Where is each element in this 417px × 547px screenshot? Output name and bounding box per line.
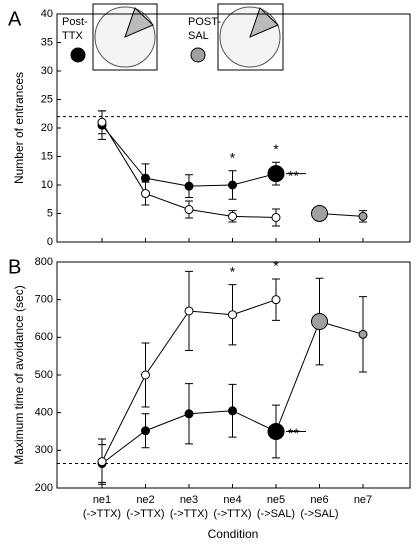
x-tick-label: ne6 xyxy=(310,494,328,506)
y-tick-label: 15 xyxy=(41,150,53,162)
y-tick-label: 200 xyxy=(35,482,53,494)
y-tick-label: 700 xyxy=(35,294,53,306)
data-point xyxy=(228,180,237,190)
legend-marker xyxy=(190,47,206,63)
legend-label: SAL xyxy=(188,30,209,42)
panel-label: A xyxy=(8,8,22,30)
x-tick-sublabel: (->TTX) xyxy=(126,508,164,520)
x-tick-label: ne4 xyxy=(223,494,241,506)
y-tick-label: 500 xyxy=(35,369,53,381)
y-tick-label: 20 xyxy=(41,122,53,134)
annotation: * xyxy=(273,141,279,157)
data-point xyxy=(358,329,368,339)
data-point xyxy=(141,173,150,183)
panel-label: B xyxy=(8,256,21,278)
inset-ttx xyxy=(92,3,158,71)
plot-frame xyxy=(56,261,411,489)
x-axis-label: Condition xyxy=(208,527,259,541)
y-axis-label: Maximum time of avoidance (sec) xyxy=(12,285,26,464)
y-tick-label: 40 xyxy=(41,8,53,20)
y-tick-label: 10 xyxy=(41,179,53,191)
x-tick-label: ne3 xyxy=(180,494,198,506)
y-tick-label: 400 xyxy=(35,407,53,419)
x-tick-sublabel: (->SAL) xyxy=(300,508,338,520)
y-tick-label: 35 xyxy=(41,36,53,48)
inset-sal xyxy=(217,3,284,71)
connector xyxy=(275,321,320,432)
legend-label: TTX xyxy=(62,30,83,42)
legend-label: Post- xyxy=(62,16,88,28)
y-tick-label: 5 xyxy=(47,207,53,219)
y-tick-label: 30 xyxy=(41,65,53,77)
x-tick-label: ne1 xyxy=(93,494,111,506)
data-point xyxy=(267,423,285,440)
y-tick-label: 0 xyxy=(47,236,53,248)
data-point xyxy=(311,205,328,222)
data-point xyxy=(311,313,328,331)
annotation: * xyxy=(230,149,236,165)
data-point xyxy=(267,165,285,183)
y-tick-label: 600 xyxy=(35,331,53,343)
x-tick-sublabel: (->SAL) xyxy=(257,508,295,520)
y-axis-label: Number of entrances xyxy=(12,72,26,184)
x-tick-label: ne7 xyxy=(354,494,372,506)
data-point xyxy=(271,212,281,222)
data-point xyxy=(184,306,194,316)
data-point xyxy=(228,310,237,320)
data-point xyxy=(228,211,237,221)
legend-label: POST- xyxy=(188,16,221,28)
data-point xyxy=(184,409,194,419)
data-point xyxy=(141,370,150,380)
x-tick-sublabel: (->TTX) xyxy=(213,508,251,520)
annotation: * xyxy=(230,263,236,279)
data-point xyxy=(358,211,368,221)
y-tick-label: 800 xyxy=(35,256,53,268)
data-point xyxy=(184,181,194,191)
legend-marker xyxy=(70,47,86,63)
annotation: ** xyxy=(288,167,299,183)
data-point xyxy=(97,457,107,467)
x-tick-label: ne5 xyxy=(267,494,285,506)
y-tick-label: 300 xyxy=(35,444,53,456)
x-tick-label: ne2 xyxy=(136,494,154,506)
data-point xyxy=(141,189,150,199)
annotation: ** xyxy=(288,425,299,441)
data-point xyxy=(97,117,107,127)
y-tick-label: 25 xyxy=(41,93,53,105)
data-point xyxy=(141,426,150,436)
annotation: * xyxy=(273,258,279,274)
x-tick-sublabel: (->TTX) xyxy=(170,508,208,520)
x-tick-sublabel: (->TTX) xyxy=(83,508,121,520)
data-point xyxy=(271,295,281,305)
data-point xyxy=(184,205,194,215)
data-point xyxy=(228,406,237,416)
